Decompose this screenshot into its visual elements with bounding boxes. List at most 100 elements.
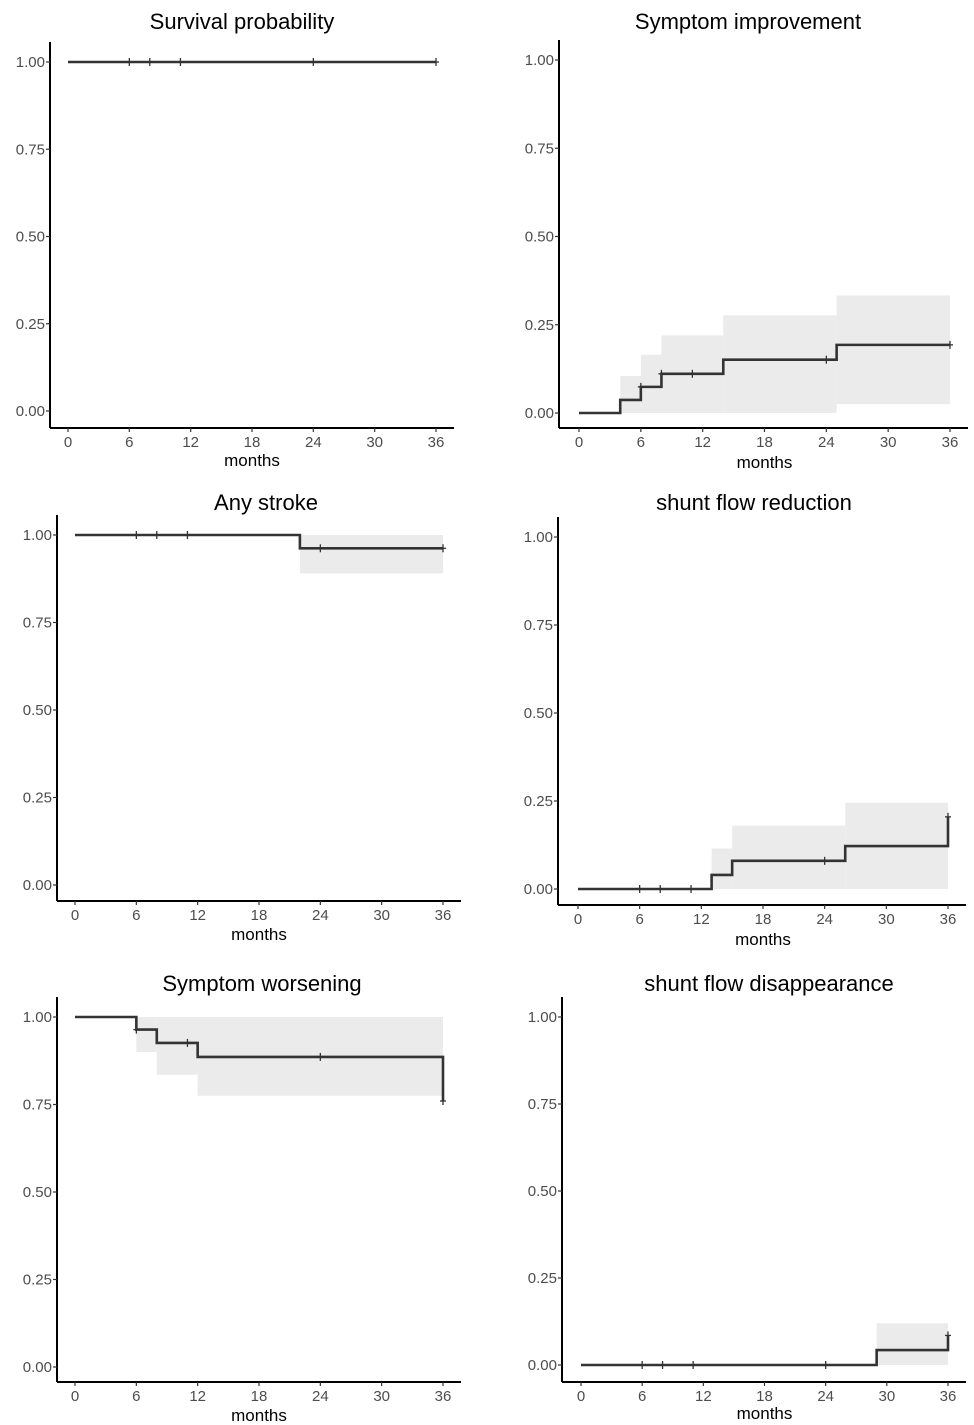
y-tick-label: 0.50 [23, 1184, 52, 1201]
x-axis-label: months [231, 1406, 287, 1425]
x-tick-label: 18 [755, 911, 772, 928]
x-tick-label: 0 [71, 907, 79, 924]
x-tick-label: 30 [880, 434, 897, 451]
x-tick-label: 0 [71, 1388, 79, 1405]
x-tick-label: 24 [312, 1388, 329, 1405]
y-tick-label: 0.00 [528, 1357, 557, 1374]
km-step-line [581, 1335, 950, 1367]
confidence-band [711, 848, 733, 889]
y-tick-label: 0.75 [16, 141, 45, 158]
km-panel-3: Any stroke 0.00 0.25 0.50 0.75 1.00 0 6 12 18 24 30… [23, 490, 461, 944]
x-tick-label: 24 [816, 911, 833, 928]
km-panel-1: Survival probability 0.00 0.25 0.50 0.75 1.00… [16, 9, 454, 470]
x-axis-label: months [735, 930, 791, 949]
x-tick-label: 6 [638, 1388, 646, 1405]
confidence-band [640, 354, 662, 413]
x-tick-label: 24 [305, 434, 322, 451]
confidence-band [732, 825, 846, 889]
y-tick-label: 0.75 [525, 140, 554, 157]
x-tick-label: 36 [940, 911, 957, 928]
x-tick-label: 0 [575, 434, 583, 451]
x-tick-label: 0 [574, 911, 582, 928]
y-tick-label: 0.00 [16, 403, 45, 420]
y-tick-label: 0.75 [23, 615, 52, 632]
confidence-band [299, 535, 443, 574]
y-tick-label: 1.00 [23, 527, 52, 544]
y-tick-label: 0.25 [525, 317, 554, 334]
x-tick-label: 12 [189, 907, 206, 924]
panel-title: shunt flow reduction [656, 490, 852, 515]
y-tick-label: 0.25 [16, 316, 45, 333]
x-tick-label: 6 [125, 434, 133, 451]
x-axis-label: months [737, 453, 793, 472]
x-tick-label: 36 [435, 1388, 452, 1405]
x-tick-label: 6 [635, 911, 643, 928]
y-tick-label: 0.50 [23, 702, 52, 719]
km-step-line [75, 1015, 445, 1101]
x-axis-label: months [224, 451, 280, 470]
y-tick-label: 0.50 [525, 229, 554, 246]
confidence-band [836, 295, 950, 405]
y-tick-label: 1.00 [23, 1009, 52, 1026]
x-tick-label: 30 [878, 911, 895, 928]
x-tick-label: 18 [756, 1388, 773, 1405]
x-axis-label: months [737, 1404, 793, 1423]
panel-title: Symptom worsening [162, 971, 361, 996]
x-tick-label: 36 [428, 434, 445, 451]
y-tick-label: 0.25 [524, 793, 553, 810]
x-tick-label: 12 [189, 1388, 206, 1405]
km-panel-4: shunt flow reduction 0.00 0.25 0.50 0.75 1.00… [524, 490, 966, 949]
confidence-band [723, 315, 837, 413]
km-panel-6: shunt flow disappearance 0.00 0.25 0.50 0.75… [528, 971, 966, 1423]
y-tick-label: 0.75 [23, 1097, 52, 1114]
x-tick-label: 30 [373, 907, 390, 924]
confidence-band [156, 1017, 198, 1075]
x-tick-label: 18 [251, 907, 268, 924]
x-tick-label: 36 [940, 1388, 957, 1405]
x-tick-label: 12 [694, 434, 711, 451]
x-tick-label: 12 [695, 1388, 712, 1405]
x-tick-label: 24 [818, 434, 835, 451]
confidence-band [620, 375, 641, 413]
y-tick-label: 0.00 [524, 881, 553, 898]
y-tick-label: 0.75 [524, 617, 553, 634]
x-tick-label: 18 [251, 1388, 268, 1405]
x-tick-label: 6 [637, 434, 645, 451]
y-tick-label: 0.25 [23, 1272, 52, 1289]
y-tick-label: 0.00 [23, 1359, 52, 1376]
x-tick-label: 12 [693, 911, 710, 928]
x-tick-label: 18 [244, 434, 261, 451]
y-tick-label: 0.25 [23, 790, 52, 807]
km-panel-2: Symptom improvement 0.00 0.25 0.50 0.75 1.00 0… [525, 9, 968, 472]
y-tick-label: 1.00 [528, 1009, 557, 1026]
x-tick-label: 24 [817, 1388, 834, 1405]
panel-title: shunt flow disappearance [644, 971, 894, 996]
y-tick-label: 0.50 [528, 1183, 557, 1200]
x-tick-label: 0 [64, 434, 72, 451]
y-tick-label: 0.00 [525, 405, 554, 422]
km-panel-5: Symptom worsening 0.00 0.25 0.50 0.75 1.00 0 6 1… [23, 971, 461, 1425]
x-tick-label: 24 [312, 907, 329, 924]
x-tick-label: 30 [878, 1388, 895, 1405]
km-step-line [579, 343, 950, 415]
panel-title: Survival probability [150, 9, 335, 34]
y-tick-label: 0.50 [524, 705, 553, 722]
x-axis-label: months [231, 925, 287, 944]
x-tick-label: 36 [942, 434, 959, 451]
x-tick-label: 30 [373, 1388, 390, 1405]
x-tick-label: 6 [132, 907, 140, 924]
y-tick-label: 0.75 [528, 1096, 557, 1113]
x-tick-label: 0 [577, 1388, 585, 1405]
x-tick-label: 36 [435, 907, 452, 924]
x-tick-label: 12 [182, 434, 199, 451]
panel-title: Any stroke [214, 490, 318, 515]
confidence-band [136, 1017, 157, 1052]
panel-title: Symptom improvement [635, 9, 861, 34]
y-tick-label: 1.00 [524, 529, 553, 546]
y-tick-label: 1.00 [525, 52, 554, 69]
x-tick-label: 30 [366, 434, 383, 451]
y-tick-label: 0.25 [528, 1270, 557, 1287]
km-step-line [578, 816, 950, 891]
y-tick-label: 0.00 [23, 877, 52, 894]
